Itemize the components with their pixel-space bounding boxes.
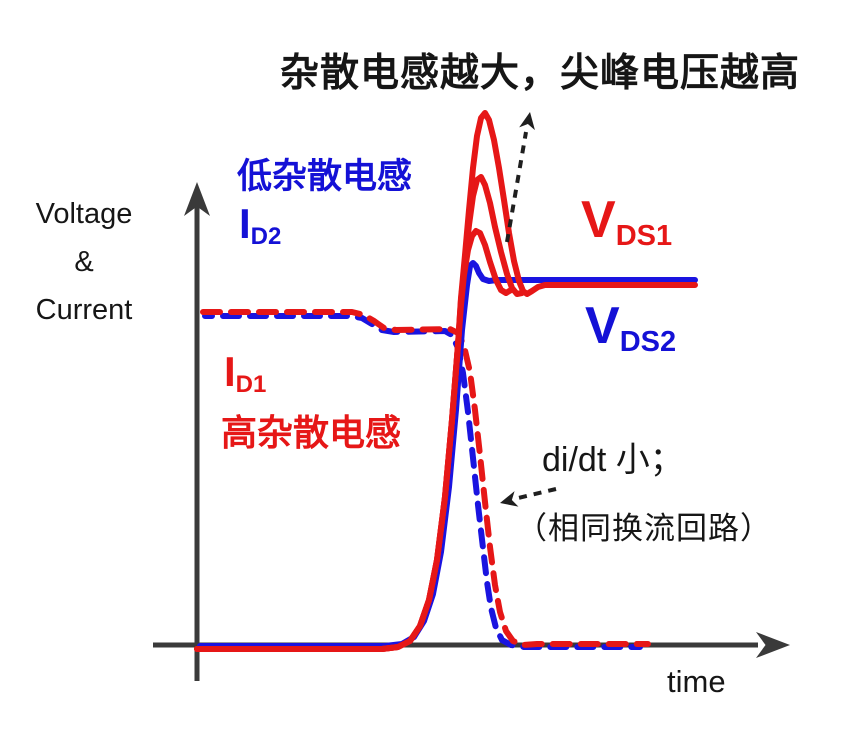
same-commutation-loop-annotation: （相同换流回路） [516, 511, 772, 546]
vds2-symbol: V [585, 297, 620, 355]
id1-symbol: I [224, 348, 236, 395]
curve-vds1-spike-large [194, 110, 698, 652]
id2-symbol: I [239, 200, 251, 247]
y-axis-label-line1: Voltage [35, 198, 133, 230]
arrow-increasing-spike [505, 131, 528, 243]
y-axis-label: Voltage & Current [14, 190, 154, 334]
id2-subscript: D2 [250, 223, 282, 250]
high-stray-inductance-label: 高杂散电感 [221, 412, 402, 453]
vds1-voltage-label: VDS1 [581, 190, 672, 253]
figure-title: 杂散电感越大，尖峰电压越高 [280, 52, 801, 95]
didt-annotation: di/dt 小； [542, 441, 684, 479]
id1-subscript: D1 [235, 371, 267, 398]
vds1-subscript: DS1 [615, 220, 673, 252]
arrow-increasing-spike-head [519, 112, 535, 131]
id2-current-label: ID2 [239, 200, 281, 251]
curve-id2-current-dashed [202, 313, 643, 650]
x-axis-arrowhead [756, 632, 790, 658]
arrow-didt-pointer-head [500, 491, 519, 507]
arrow-didt-pointer [513, 487, 557, 501]
x-axis-label: time [667, 664, 726, 699]
y-axis-label-line2: & [74, 246, 94, 278]
id1-current-label: ID1 [224, 348, 266, 399]
vds2-subscript: DS2 [619, 326, 677, 358]
y-axis-label-line3: Current [35, 294, 133, 326]
low-stray-inductance-label: 低杂散电感 [237, 157, 413, 196]
vds1-symbol: V [581, 191, 616, 249]
y-axis-arrowhead [184, 182, 210, 216]
vds2-voltage-label: VDS2 [585, 296, 676, 359]
curve-id1-current-dashed [200, 309, 651, 648]
